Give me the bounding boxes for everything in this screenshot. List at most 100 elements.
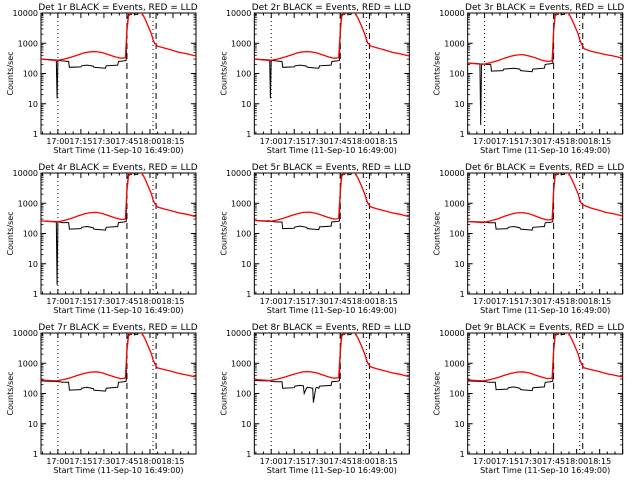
x-tick-label: 17:15 bbox=[283, 297, 306, 306]
y-tick-label: 100 bbox=[236, 390, 251, 399]
y-tick-label: 1 bbox=[33, 130, 38, 139]
x-tick-label: 17:30 bbox=[92, 297, 115, 306]
chart-panel-7: Det 7r BLACK = Events, RED = LLD 1 10 100 10… bbox=[6, 323, 198, 475]
y-tick-label: 100 bbox=[449, 390, 464, 399]
chart-title: Det 4r BLACK = Events, RED = LLD bbox=[38, 163, 197, 173]
x-axis-label: Start Time (11-Sep-10 16:49:00) bbox=[267, 146, 397, 155]
series-line-events bbox=[41, 13, 139, 99]
x-tick-label: 17:00 bbox=[473, 457, 496, 466]
series-line-lld bbox=[254, 173, 410, 223]
y-tick-label: 1000 bbox=[18, 359, 38, 368]
y-tick-label: 10 bbox=[454, 260, 464, 269]
x-tick-label: 17:30 bbox=[92, 137, 115, 146]
y-tick-label: 10 bbox=[241, 100, 251, 109]
chart-panel-6: Det 6r BLACK = Events, RED = LLD 1 10 100 10… bbox=[433, 163, 625, 315]
x-tick-label: 17:00 bbox=[473, 137, 496, 146]
series-line-lld bbox=[41, 173, 196, 223]
series-line-lld bbox=[467, 13, 623, 66]
x-tick-label: 17:00 bbox=[473, 297, 496, 306]
y-tick-label: 10000 bbox=[226, 329, 251, 338]
x-tick-label: 18:15 bbox=[375, 297, 398, 306]
chart-title: Det 8r BLACK = Events, RED = LLD bbox=[252, 323, 411, 333]
plot-frame bbox=[467, 172, 624, 295]
x-axis-label: Start Time (11-Sep-10 16:49:00) bbox=[480, 146, 610, 155]
x-tick-label: 17:15 bbox=[69, 297, 92, 306]
y-tick-label: 100 bbox=[236, 230, 251, 239]
x-tick-label: 17:30 bbox=[92, 457, 115, 466]
plot-frame bbox=[253, 172, 410, 295]
x-tick-label: 18:15 bbox=[588, 457, 611, 466]
x-axis-label: Start Time (11-Sep-10 16:49:00) bbox=[480, 306, 610, 315]
y-tick-label: 100 bbox=[23, 390, 38, 399]
y-tick-label: 1 bbox=[460, 130, 465, 139]
y-tick-label: 1000 bbox=[231, 359, 251, 368]
series-line-lld bbox=[41, 13, 196, 62]
y-axis-label: Counts/sec bbox=[433, 211, 442, 255]
series-line-events bbox=[41, 173, 139, 285]
chart-panel-4: Det 4r BLACK = Events, RED = LLD 1 10 100 10… bbox=[6, 163, 198, 315]
x-tick-label: 17:30 bbox=[306, 297, 329, 306]
x-tick-label: 18:00 bbox=[138, 457, 161, 466]
y-tick-label: 1000 bbox=[444, 39, 464, 48]
x-tick-label: 17:45 bbox=[115, 297, 138, 306]
plot-frame bbox=[467, 332, 624, 455]
x-tick-label: 18:00 bbox=[352, 457, 375, 466]
x-tick-label: 17:30 bbox=[306, 457, 329, 466]
y-tick-label: 10 bbox=[28, 260, 38, 269]
x-tick-label: 17:45 bbox=[115, 457, 138, 466]
x-tick-label: 18:00 bbox=[565, 137, 588, 146]
y-tick-label: 1 bbox=[460, 290, 465, 299]
series-line-lld bbox=[41, 333, 196, 382]
x-tick-label: 17:45 bbox=[115, 137, 138, 146]
x-tick-label: 17:15 bbox=[496, 137, 519, 146]
x-tick-label: 18:00 bbox=[565, 457, 588, 466]
plot-frame bbox=[40, 172, 197, 295]
chart-panel-9: Det 9r BLACK = Events, RED = LLD 1 10 100 10… bbox=[433, 323, 625, 475]
y-tick-label: 10 bbox=[241, 260, 251, 269]
x-tick-label: 18:00 bbox=[352, 137, 375, 146]
y-tick-label: 10000 bbox=[13, 9, 38, 18]
y-tick-label: 10000 bbox=[13, 329, 38, 338]
x-tick-label: 17:15 bbox=[496, 457, 519, 466]
series-line-events bbox=[254, 173, 352, 231]
x-tick-label: 17:30 bbox=[519, 137, 542, 146]
y-tick-label: 10000 bbox=[439, 329, 464, 338]
x-axis-label: Start Time (11-Sep-10 16:49:00) bbox=[267, 466, 397, 475]
series-line-events bbox=[41, 333, 139, 392]
y-tick-label: 10000 bbox=[13, 169, 38, 178]
y-tick-label: 1 bbox=[246, 450, 251, 459]
x-axis-label: Start Time (11-Sep-10 16:49:00) bbox=[480, 466, 610, 475]
series-line-events bbox=[254, 333, 352, 403]
x-tick-label: 18:15 bbox=[161, 137, 184, 146]
x-tick-label: 17:45 bbox=[542, 137, 565, 146]
chart-title: Det 9r BLACK = Events, RED = LLD bbox=[465, 323, 624, 333]
y-tick-label: 10 bbox=[454, 420, 464, 429]
series-line-events bbox=[467, 173, 566, 231]
y-tick-label: 10 bbox=[241, 420, 251, 429]
y-tick-label: 100 bbox=[236, 70, 251, 79]
plot-frame bbox=[253, 332, 410, 455]
x-tick-label: 17:00 bbox=[260, 137, 283, 146]
y-tick-label: 100 bbox=[449, 230, 464, 239]
y-tick-label: 10000 bbox=[439, 9, 464, 18]
chart-panel-8: Det 8r BLACK = Events, RED = LLD 1 10 100 10… bbox=[219, 323, 411, 475]
x-tick-label: 17:15 bbox=[496, 297, 519, 306]
plot-frame bbox=[40, 12, 197, 135]
chart-panel-2: Det 2r BLACK = Events, RED = LLD 1 10 100 10… bbox=[219, 3, 411, 155]
y-axis-label: Counts/sec bbox=[433, 371, 442, 415]
y-tick-label: 1 bbox=[246, 130, 251, 139]
x-axis-label: Start Time (11-Sep-10 16:49:00) bbox=[267, 306, 397, 315]
y-tick-label: 10000 bbox=[226, 9, 251, 18]
y-axis-label: Counts/sec bbox=[219, 211, 228, 255]
x-tick-label: 18:15 bbox=[161, 297, 184, 306]
x-tick-label: 17:00 bbox=[260, 297, 283, 306]
x-tick-label: 17:15 bbox=[69, 137, 92, 146]
y-axis-label: Counts/sec bbox=[6, 371, 15, 415]
x-tick-label: 17:00 bbox=[260, 457, 283, 466]
y-tick-label: 10 bbox=[28, 420, 38, 429]
y-tick-label: 1000 bbox=[18, 199, 38, 208]
x-tick-label: 18:00 bbox=[138, 137, 161, 146]
x-tick-label: 17:00 bbox=[46, 297, 69, 306]
x-tick-label: 17:45 bbox=[329, 137, 352, 146]
